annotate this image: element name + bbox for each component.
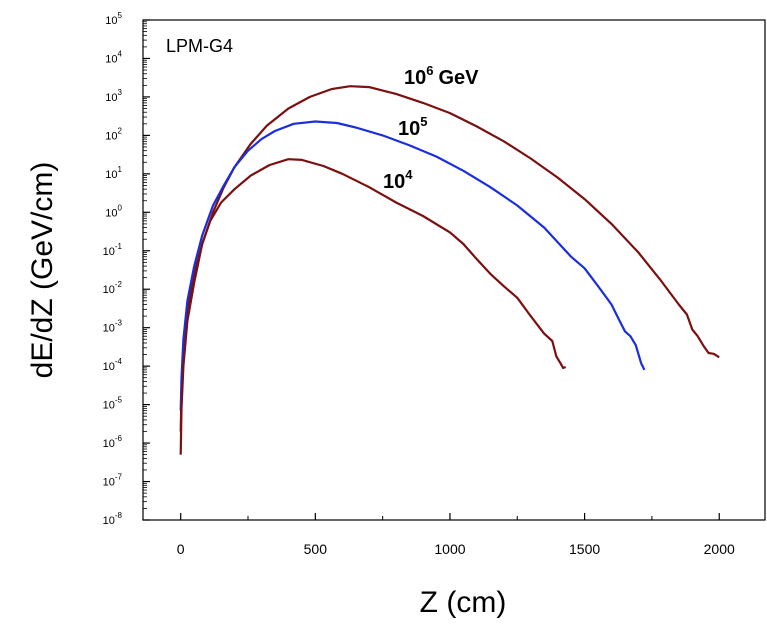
x-axis-title: Z (cm) bbox=[420, 586, 507, 619]
y-tick-label: 10-1 bbox=[103, 242, 123, 258]
series-line-3 bbox=[179, 158, 567, 455]
y-tick-label: 10-4 bbox=[103, 357, 123, 373]
y-tick-label: 10-8 bbox=[103, 511, 123, 527]
y-axis-ticks: 10-8 10-7 10-6 10-5 10-4 10-3 10-2 10-1 100 101 10… bbox=[103, 11, 150, 527]
chart-title: LPM-G4 bbox=[166, 36, 233, 56]
y-tick-label: 10-2 bbox=[103, 280, 123, 296]
x-tick-label: 0 bbox=[177, 541, 185, 557]
series-label-1e6: 106 GeV bbox=[404, 63, 479, 89]
series-label-1e4: 104 bbox=[383, 167, 413, 193]
y-tick-label: 10-3 bbox=[103, 319, 123, 335]
y-tick-label: 101 bbox=[105, 165, 122, 181]
y-tick-label: 100 bbox=[105, 203, 122, 219]
y-tick-label: 104 bbox=[105, 49, 122, 65]
y-axis-title: dE/dZ (GeV/cm) bbox=[26, 162, 59, 379]
series-line-2 bbox=[179, 120, 646, 411]
y-tick-label: 10-5 bbox=[103, 396, 123, 412]
plot-frame bbox=[142, 19, 766, 521]
x-axis-ticks: 0 500 1000 1500 2000 bbox=[177, 513, 735, 557]
y-tick-label: 103 bbox=[105, 88, 122, 104]
y-tick-label: 10-6 bbox=[103, 434, 123, 450]
series-label-1e5: 105 bbox=[398, 114, 427, 140]
x-tick-label: 1500 bbox=[569, 541, 600, 557]
y-tick-label: 102 bbox=[105, 126, 122, 142]
y-tick-label: 10-7 bbox=[103, 473, 123, 489]
x-tick-label: 1000 bbox=[434, 541, 465, 557]
series-lines bbox=[179, 85, 720, 455]
x-tick-label: 500 bbox=[304, 541, 328, 557]
y-tick-label: 105 bbox=[105, 11, 122, 27]
x-tick-label: 2000 bbox=[704, 541, 735, 557]
